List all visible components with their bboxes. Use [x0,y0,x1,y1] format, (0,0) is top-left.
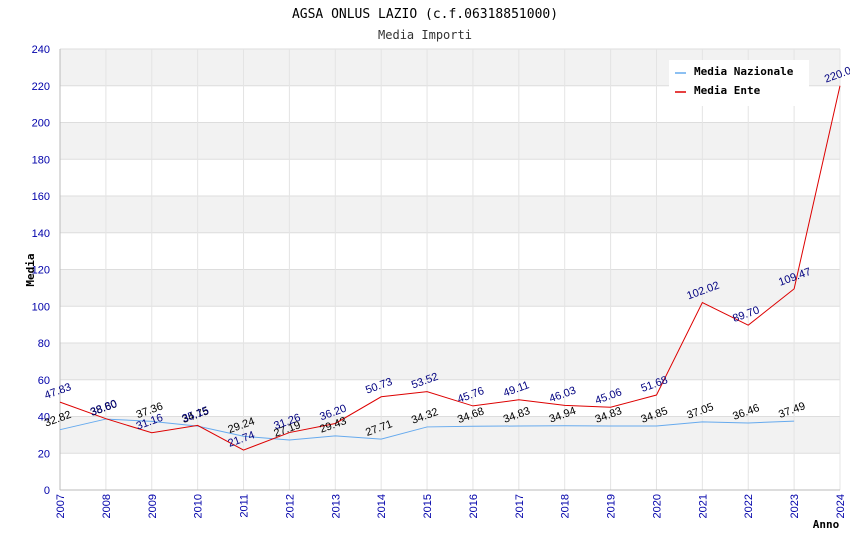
y-tick-label: 120 [32,265,50,277]
y-tick-label: 20 [38,448,50,460]
y-tick-label: 200 [32,118,50,130]
y-tick-label: 180 [32,154,50,166]
x-tick-label: 2019 [606,494,618,518]
x-tick-label: 2018 [560,494,572,518]
plot-band [60,343,840,380]
series-line-media-nazionale [59,418,795,441]
plot-background [60,49,840,454]
x-tick-label: 2007 [55,494,67,518]
x-tick-label: 2016 [468,494,480,518]
legend-label-media-ente: Media Ente [694,84,761,97]
y-tick-label: 60 [38,375,50,387]
plot-band [60,196,840,233]
x-tick-label: 2020 [651,494,663,518]
plot-band [60,416,840,454]
y-tick-label: 160 [32,191,50,203]
y-tick-label: 40 [38,412,50,424]
y-tick-label: 100 [32,301,50,313]
plot-band [60,122,840,160]
legend-label-media-nazionale: Media Nazionale [694,65,794,78]
legend-box [669,60,809,106]
gridlines [59,48,841,491]
data-label-media-ente: 49.11 [502,379,531,399]
x-tick-label: 2022 [743,494,755,518]
chart-subtitle: Media Importi [378,28,472,42]
y-tick-label: 0 [44,485,50,497]
data-label-media-ente: 45.76 [456,385,486,406]
y-tick-label: 220 [32,81,50,93]
data-label-media-ente: 46.03 [548,385,578,406]
axes [59,49,840,491]
x-tick-label: 2008 [101,494,113,518]
x-tick-label: 2014 [376,494,388,518]
y-axis-label: Media [24,253,37,286]
x-tick-label: 2012 [284,494,296,518]
legend: Media Nazionale Media Ente [669,60,809,106]
y-tick-label: 140 [32,228,50,240]
plot-band [60,269,840,307]
x-tick-label: 2023 [789,494,801,518]
x-tick-label: 2021 [697,494,709,518]
x-axis-label: Anno [813,518,840,531]
x-tick-label: 2010 [193,494,205,518]
y-tick-label: 80 [38,338,50,350]
y-tick-labels: 0 20 40 60 80 100 120 140 160 180 200 220 240 [32,44,50,497]
series-line-media-ente [59,85,841,451]
data-label-media-ente: 89.70 [731,304,761,325]
x-tick-label: 2009 [147,494,159,518]
series-lines [59,85,841,451]
x-tick-labels: 2007 2008 2009 2010 2011 2012 2013 2014 2015 2016… [55,494,847,518]
x-tick-label: 2013 [330,494,342,518]
data-label-media-ente: 38.80 [89,398,119,419]
chart-title: AGSA ONLUS LAZIO (c.f.06318851000) [292,7,558,22]
y-tick-label: 240 [32,44,50,56]
x-tick-label: 2024 [835,494,847,518]
x-tick-label: 2011 [239,494,251,518]
x-tick-label: 2015 [422,494,434,518]
x-tick-label: 2017 [514,494,526,518]
data-label-media-ente: 45.06 [594,386,624,407]
